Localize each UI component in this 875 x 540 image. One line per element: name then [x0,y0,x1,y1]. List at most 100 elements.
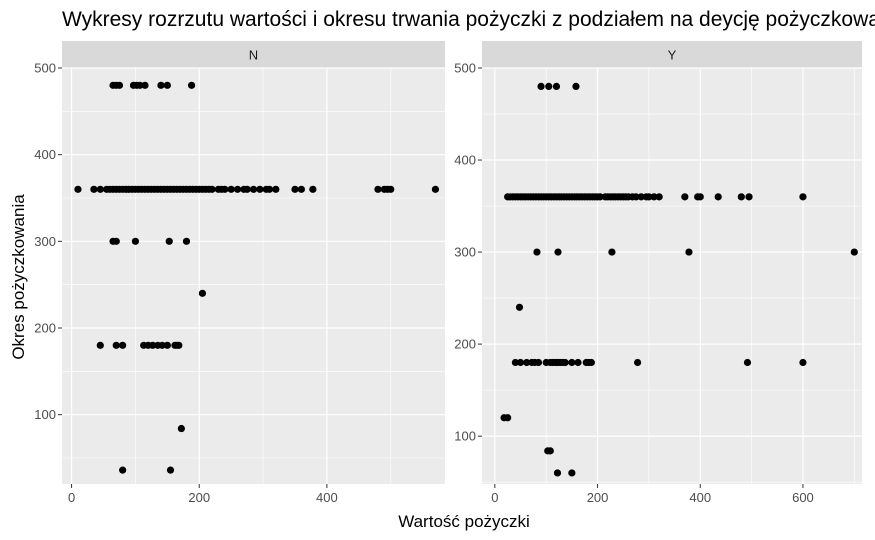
data-point [291,185,299,193]
y-tick-label: 400 [34,147,56,162]
x-tick-label: 200 [587,490,609,505]
data-point [233,185,242,193]
y-tick-label: 300 [454,245,476,260]
data-point [546,447,554,455]
data-point [136,81,144,89]
data-point [537,82,545,91]
data-point [511,358,519,367]
data-point [534,358,543,367]
data-point [633,358,642,367]
data-point [515,303,524,311]
facet-strip-label: N [249,48,258,63]
data-point [596,193,604,201]
data-point [96,341,104,349]
data-point [243,185,251,193]
data-point [96,185,104,193]
y-tick-label: 200 [454,337,476,352]
data-point [249,185,258,193]
data-point [696,193,704,201]
data-point [608,248,616,256]
data-point [112,237,120,245]
y-tick-label: 100 [454,429,476,444]
data-point [265,185,274,193]
data-point [198,289,207,297]
data-point [166,466,175,474]
data-point [141,81,149,89]
data-point [533,248,541,256]
data-point [131,237,140,245]
data-point [90,185,98,193]
y-tick-label: 100 [34,407,56,422]
data-point [650,193,658,201]
data-point [112,341,120,349]
x-tick-label: 600 [792,490,814,505]
data-point [516,358,525,367]
data-point [554,248,562,256]
data-point [681,193,689,201]
data-point [256,185,264,193]
data-point [587,358,595,367]
data-point [165,237,173,245]
facets-group: N 0 200 400 100 200 300 400 500 Y 0 200 400 600 100 200… [34,41,862,505]
data-point [504,414,512,422]
data-point [309,185,317,193]
facet-panel-n: N 0 200 400 100 200 300 400 500 [34,41,445,505]
data-point [568,469,576,477]
data-point [157,81,165,89]
data-point [163,341,171,349]
x-tick-label: 400 [689,490,711,505]
data-point [175,341,183,349]
data-point [119,466,127,474]
data-point [685,248,693,256]
data-point [523,358,531,367]
y-tick-label: 300 [34,234,56,249]
data-point [208,185,216,193]
data-point [158,341,166,349]
x-tick-label: 400 [316,490,338,505]
facet-strip-label: Y [668,48,677,63]
data-point [163,81,171,89]
y-tick-label: 200 [34,321,56,336]
chart-title: Wykresy rozrzutu wartości i okresu trwan… [62,8,875,31]
panel-background [62,68,445,484]
data-point [182,237,191,245]
data-point [714,193,722,201]
data-point [74,185,82,193]
data-point [221,185,229,193]
data-point [572,82,580,91]
data-point [655,193,663,201]
y-tick-label: 500 [454,61,476,76]
x-axis-title: Wartość pożyczki [398,512,530,531]
data-point [115,81,124,89]
data-point [553,469,562,477]
x-tick-label: 0 [68,490,75,505]
x-tick-label: 0 [491,490,498,505]
data-point [119,341,127,349]
panel-background [482,68,862,484]
data-point [227,185,235,193]
data-point [799,358,807,367]
data-point [545,82,553,91]
data-point [177,424,185,433]
data-point [645,193,653,201]
data-point [743,358,752,367]
data-point [387,185,395,193]
data-point [374,185,382,193]
data-point [187,81,196,89]
data-point [632,193,640,201]
data-point [737,193,745,201]
data-point [431,185,440,193]
facet-strip [482,41,862,68]
data-point [561,358,569,367]
facet-panel-y: Y 0 200 400 600 100 200 300 400 500 [454,41,862,505]
data-point [568,358,576,367]
data-point [149,341,157,349]
x-tick-label: 200 [188,490,210,505]
data-point [637,193,645,201]
y-axis-title: Okres pożyczkowania [9,194,28,360]
data-point [552,82,561,91]
facet-strip [62,41,445,68]
y-tick-label: 500 [34,61,56,76]
